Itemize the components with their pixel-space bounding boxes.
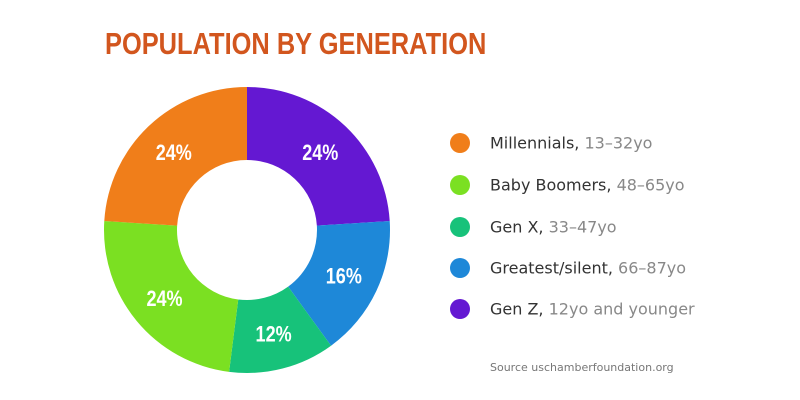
data-label: 24%	[156, 141, 192, 165]
slice-millennials	[104, 87, 247, 226]
legend-detail: 33–47yo	[548, 217, 617, 237]
legend-item: Baby Boomers, 48–65yo	[490, 176, 685, 195]
data-label: 24%	[147, 288, 183, 312]
legend-detail: 12yo and younger	[548, 299, 695, 319]
legend-swatch	[450, 258, 470, 278]
legend-label: Baby Boomers,	[490, 175, 617, 195]
slice-gen-z	[247, 87, 390, 226]
data-label: 24%	[302, 141, 338, 165]
legend-label: Gen Z,	[490, 299, 549, 319]
chart-title: POPULATION BY GENERATION	[105, 26, 487, 61]
legend-item: Gen Z, 12yo and younger	[490, 300, 695, 319]
slice-gen-x	[229, 286, 332, 373]
data-label: 16%	[326, 265, 362, 289]
legend-item: Greatest/silent, 66–87yo	[490, 259, 686, 278]
legend-detail: 13–32yo	[584, 133, 653, 153]
legend-swatch	[450, 133, 470, 153]
legend-swatch	[450, 175, 470, 195]
legend-detail: 48–65yo	[616, 175, 685, 195]
legend-item: Millennials, 13–32yo	[490, 134, 652, 153]
legend-item: Gen X, 33–47yo	[490, 218, 617, 237]
data-label: 12%	[256, 323, 292, 347]
legend-detail: 66–87yo	[618, 258, 687, 278]
legend-swatch	[450, 299, 470, 319]
legend-swatch	[450, 217, 470, 237]
slice-greatest-silent	[288, 221, 390, 346]
legend-label: Greatest/silent,	[490, 258, 619, 278]
legend-label: Millennials,	[490, 133, 585, 153]
legend-label: Gen X,	[490, 217, 549, 237]
source-note: Source uschamberfoundation.org	[490, 361, 674, 374]
slice-baby-boomers	[104, 221, 239, 372]
